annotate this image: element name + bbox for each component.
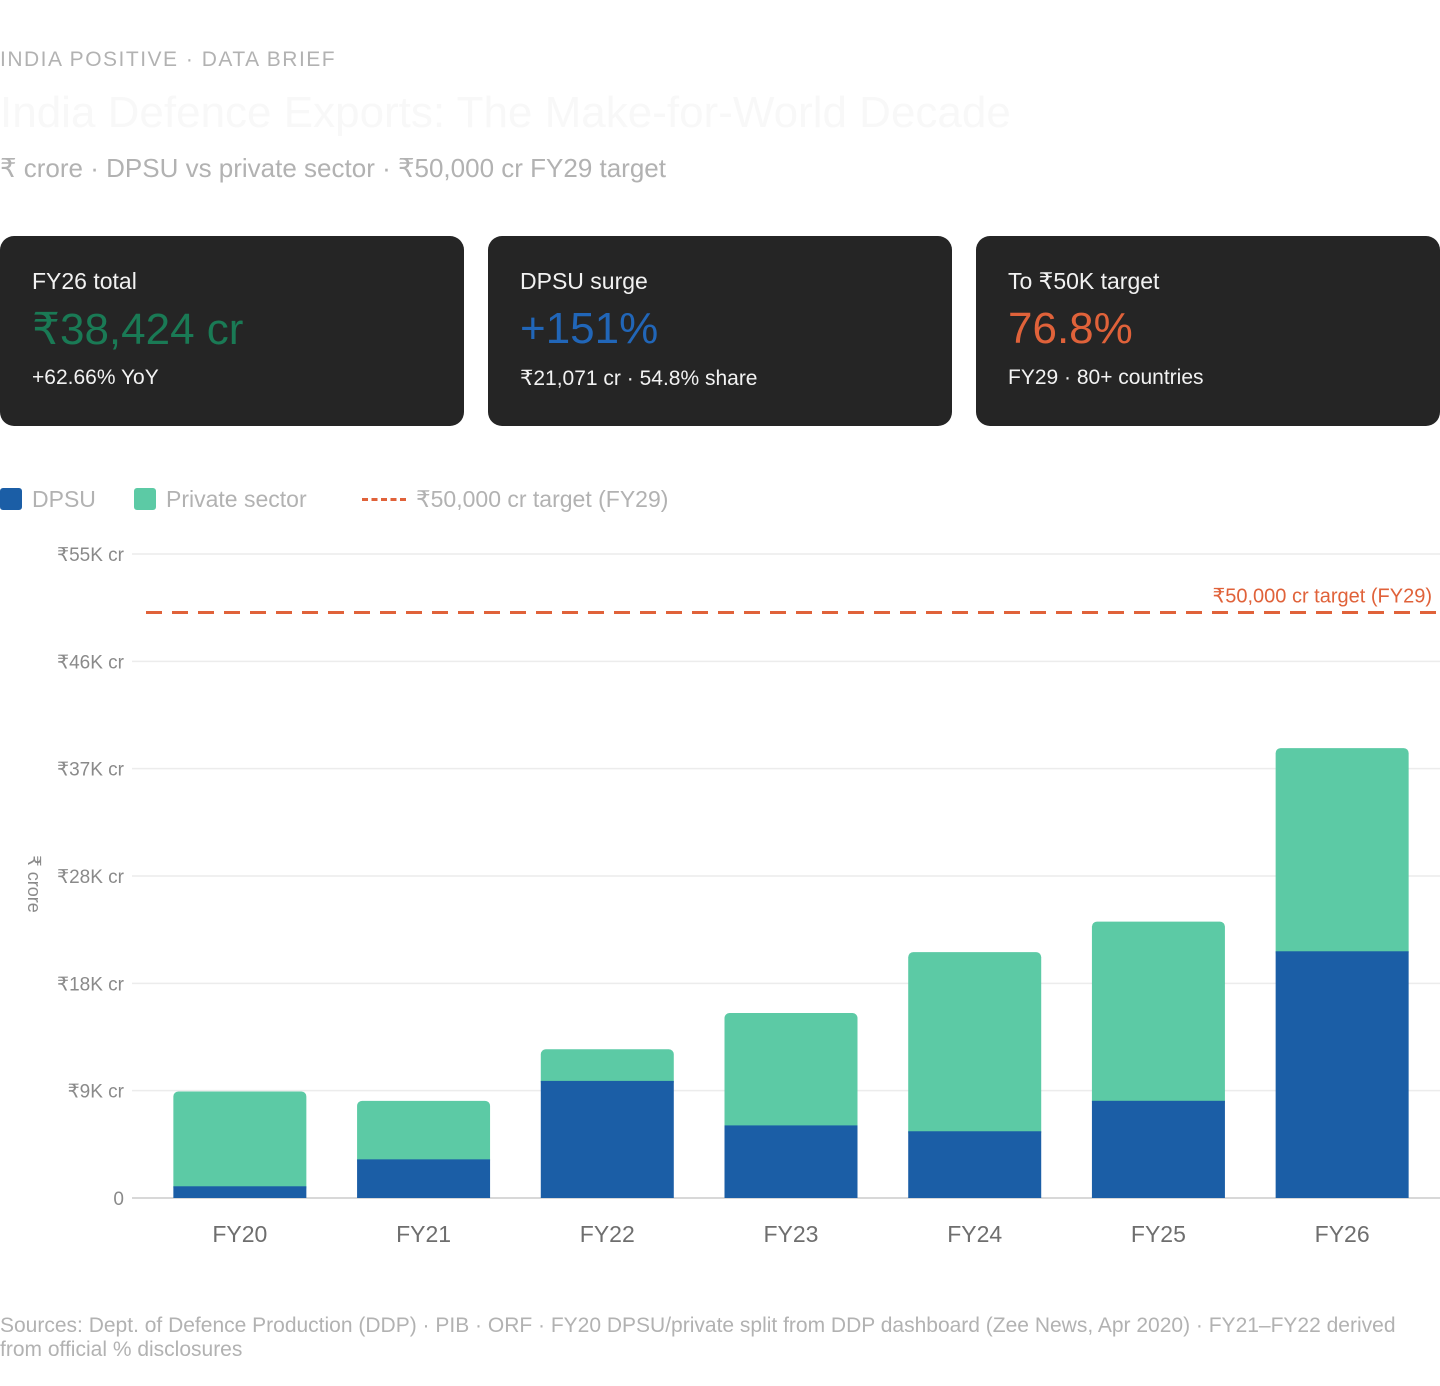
kicker: INDIA POSITIVE · DATA BRIEF — [0, 48, 337, 71]
y-tick-label: ₹46K cr — [57, 652, 125, 673]
stat-card-label: FY26 total — [32, 268, 137, 294]
legend-item-private[interactable]: Private sector — [134, 484, 307, 514]
legend-label-dpsu: DPSU — [32, 485, 96, 512]
y-tick-label: ₹28K cr — [57, 867, 125, 888]
y-tick-label: ₹18K cr — [57, 974, 125, 995]
stat-card-value: 76.8% — [1008, 304, 1133, 353]
stat-card-sub: ₹21,071 cr · 54.8% share — [520, 367, 758, 390]
bar-dpsu-fy20 — [173, 1186, 307, 1198]
y-tick-label: 0 — [113, 1189, 124, 1210]
stat-card-target: To ₹50K target 76.8% FY29 · 80+ countrie… — [976, 236, 1440, 426]
bar-dpsu-fy26 — [1275, 951, 1409, 1198]
stat-card-sub: FY29 · 80+ countries — [1008, 366, 1204, 389]
stat-cards: FY26 total ₹38,424 cr +62.66% YoY DPSU s… — [0, 236, 1440, 426]
x-tick-label: FY26 — [1315, 1221, 1370, 1247]
x-tick-label: FY21 — [396, 1221, 451, 1247]
bar-dpsu-fy22 — [540, 1080, 674, 1198]
sources-footnote: Sources: Dept. of Defence Production (DD… — [0, 1314, 1396, 1361]
stat-card-value: +151% — [520, 304, 659, 353]
x-tick-label: FY22 — [580, 1221, 635, 1247]
y-axis-title: ₹ crore — [24, 855, 44, 912]
y-tick-label: ₹9K cr — [68, 1082, 125, 1103]
bar-dpsu-fy21 — [357, 1159, 491, 1198]
bar-private-fy21 — [357, 1100, 491, 1166]
stat-card-value: ₹38,424 cr — [32, 305, 244, 354]
stat-card-fy26-total: FY26 total ₹38,424 cr +62.66% YoY — [0, 236, 464, 426]
legend-label-private: Private sector — [166, 485, 307, 512]
bar-private-fy24 — [908, 952, 1042, 1138]
y-tick-label: ₹55K cr — [57, 545, 125, 566]
x-tick-label: FY20 — [212, 1221, 267, 1247]
target-line-label: ₹50,000 cr target (FY29) — [1213, 586, 1433, 608]
bar-private-fy22 — [540, 1049, 674, 1087]
page-subtitle: ₹ crore · DPSU vs private sector · ₹50,0… — [0, 153, 666, 183]
legend-swatch-dpsu — [0, 488, 22, 510]
legend-swatch-target — [362, 497, 406, 501]
stat-card-dpsu-surge: DPSU surge +151% ₹21,071 cr · 54.8% shar… — [488, 236, 952, 426]
x-tick-label: FY23 — [764, 1221, 819, 1247]
legend-item-dpsu[interactable]: DPSU — [0, 484, 96, 514]
stacked-bar-chart: 0 ₹9K cr ₹18K cr ₹28K cr ₹37K cr ₹46K cr ₹55K … — [24, 545, 1440, 1247]
bar-private-fy20 — [173, 1091, 307, 1193]
bar-dpsu-fy23 — [724, 1125, 858, 1198]
legend-item-target[interactable]: ₹50,000 cr target (FY29) — [362, 484, 668, 514]
stat-card-sub: +62.66% YoY — [32, 366, 159, 389]
legend-label-target: ₹50,000 cr target (FY29) — [416, 485, 669, 512]
bar-dpsu-fy25 — [1091, 1100, 1225, 1198]
stat-card-label: To ₹50K target — [1008, 268, 1160, 294]
bar-dpsu-fy24 — [908, 1131, 1042, 1198]
y-tick-label: ₹37K cr — [57, 760, 125, 781]
x-tick-label: FY24 — [947, 1221, 1002, 1247]
bar-private-fy23 — [724, 1012, 858, 1132]
x-tick-label: FY25 — [1131, 1221, 1186, 1247]
stat-card-label: DPSU surge — [520, 268, 648, 294]
bar-private-fy26 — [1275, 748, 1409, 958]
legend-swatch-private — [134, 488, 156, 510]
chart-legend: DPSU Private sector ₹50,000 cr target (F… — [0, 484, 900, 514]
bar-private-fy25 — [1091, 921, 1225, 1107]
page-title: India Defence Exports: The Make-for-Worl… — [0, 88, 1011, 137]
